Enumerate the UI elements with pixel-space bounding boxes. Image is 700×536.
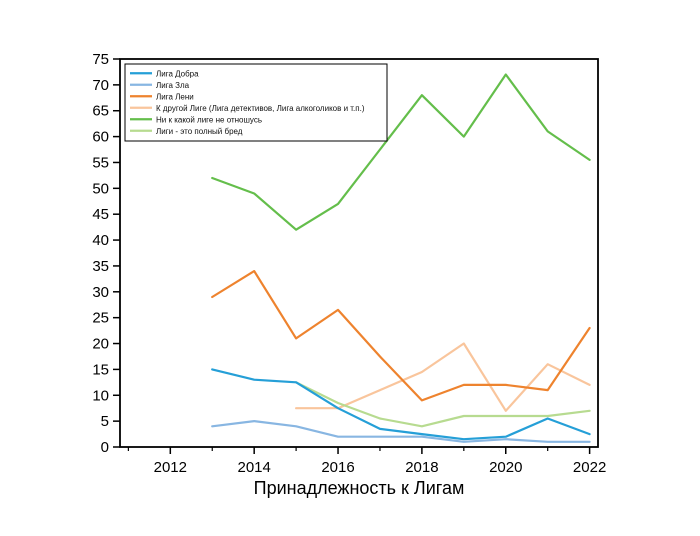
y-tick-label: 10 [92,387,109,404]
series-line-1 [211,368,591,441]
x-tick-label: 2012 [154,459,187,476]
y-tick-label: 40 [92,232,109,249]
y-tick-label: 45 [92,206,109,223]
legend-label: Лига Зла [156,81,190,90]
y-tick-label: 0 [101,439,109,456]
x-tick-label: 2018 [405,459,438,476]
y-tick-label: 75 [92,51,109,68]
legend-label: Лиги - это полный бред [156,127,243,136]
series-line-5 [211,73,591,231]
y-tick-label: 55 [92,154,109,171]
plot-frame [119,58,599,448]
y-tick-label: 60 [92,129,109,146]
legend-box [124,63,388,142]
y-tick-label: 50 [92,180,109,197]
y-tick-label: 35 [92,258,109,275]
legend-label: Ни к какой лиге не отношусь [156,115,262,124]
legend-label: Лига Лени [156,92,194,101]
x-axis-title: Принадлежность к Лигам [254,478,465,498]
y-tick-label: 15 [92,361,109,378]
x-tick-label: 2014 [237,459,270,476]
series-line-6 [295,381,591,428]
y-tick-label: 25 [92,310,109,327]
y-tick-label: 65 [92,103,109,120]
series-line-2 [211,420,591,443]
y-tick-label: 30 [92,284,109,301]
y-tick-label: 5 [101,413,109,430]
series-line-3 [211,270,591,402]
x-tick-label: 2016 [321,459,354,476]
legend-label: К другой Лиге (Лига детективов, Лига алк… [156,104,365,113]
x-tick-label: 2020 [489,459,522,476]
y-tick-label: 70 [92,77,109,94]
x-tick-label: 2022 [573,459,606,476]
legend-label: Лига Добра [156,69,199,78]
y-tick-label: 20 [92,336,109,353]
